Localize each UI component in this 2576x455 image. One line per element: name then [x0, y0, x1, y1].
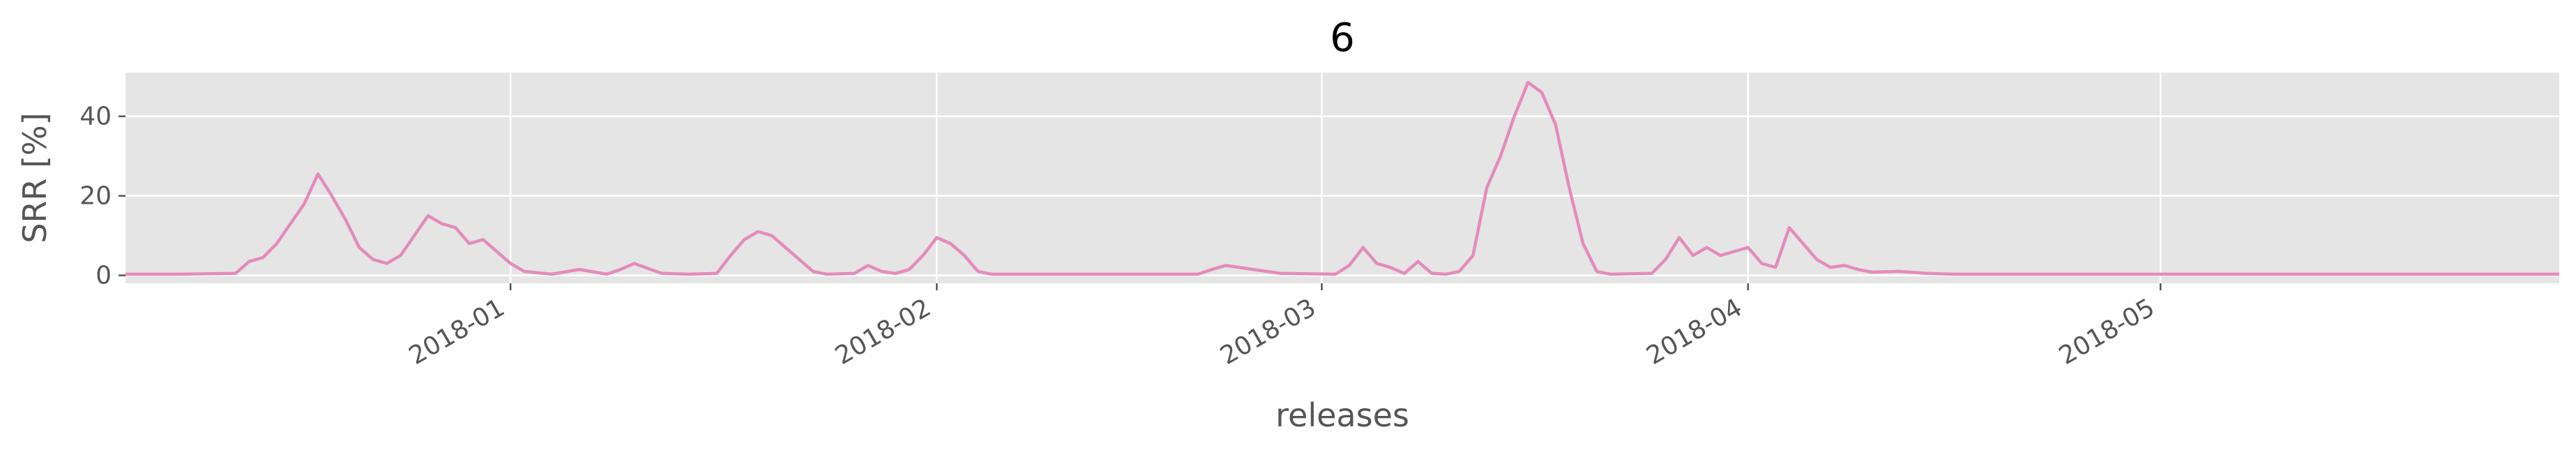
x-tick-label: 2018-01: [404, 293, 510, 371]
series-layer: [126, 80, 2559, 276]
x-tick-label: 2018-02: [831, 293, 936, 371]
y-tick-label: 0: [96, 262, 112, 290]
x-tick-label: 2018-03: [1215, 293, 1321, 371]
x-axis: 2018-01 2018-02 2018-03 2018-04 2018-05: [404, 283, 2162, 371]
x-tick-label: 2018-04: [1642, 293, 1747, 371]
series-line: [126, 80, 2559, 276]
y-tick-label: 20: [79, 182, 112, 211]
x-tick-label: 2018-05: [2054, 293, 2160, 371]
y-axis: 0 20 40: [79, 103, 126, 290]
x-axis-label: releases: [1275, 396, 1409, 434]
plot-area: [126, 73, 2559, 283]
chart-title: 6: [1330, 15, 1355, 61]
y-axis-label: SRR [%]: [16, 112, 54, 243]
y-tick-label: 40: [79, 103, 112, 131]
